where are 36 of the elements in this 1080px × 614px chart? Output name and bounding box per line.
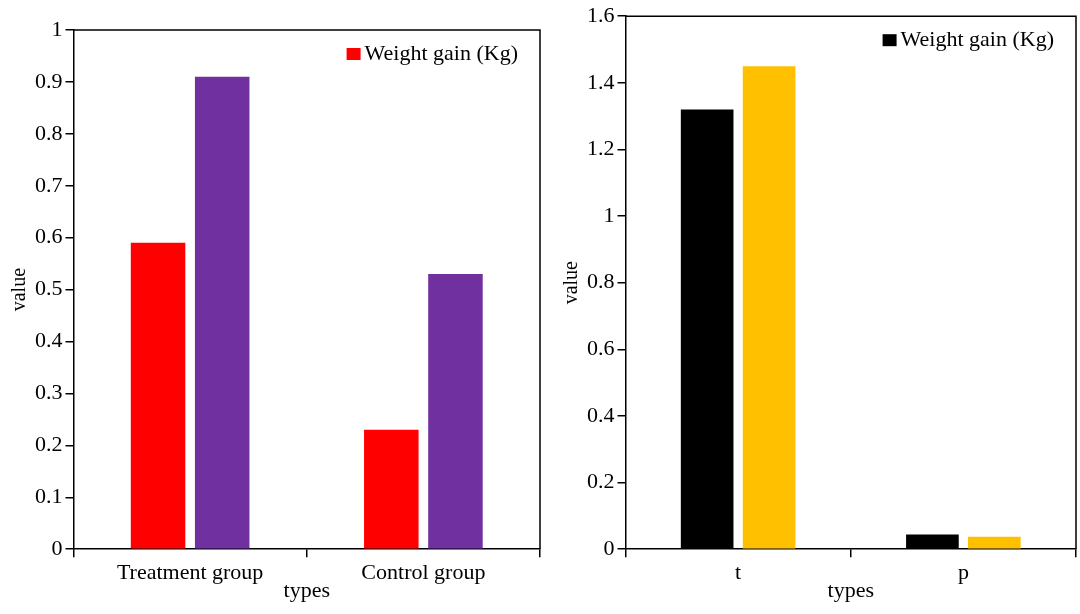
x-tick-label: p bbox=[957, 559, 969, 585]
bar bbox=[130, 242, 186, 549]
y-tick-label: 1.2 bbox=[587, 135, 615, 161]
bar bbox=[742, 66, 796, 549]
y-tick-label: 1.4 bbox=[587, 68, 615, 94]
legend-label: Weight gain (Kg) bbox=[900, 25, 1055, 51]
y-tick-label: 0.3 bbox=[35, 379, 63, 405]
y-tick-label: 0.8 bbox=[35, 119, 63, 145]
y-tick-label: 0.2 bbox=[35, 431, 63, 457]
y-axis-title: value bbox=[7, 267, 30, 312]
y-tick-label: 0.8 bbox=[587, 268, 615, 294]
x-tick-label: Treatment group bbox=[116, 559, 264, 585]
x-axis-title: types bbox=[827, 576, 874, 602]
y-tick-label: 1 bbox=[603, 201, 615, 227]
y-axis-title: value bbox=[559, 260, 582, 305]
y-tick-label: 0.2 bbox=[587, 468, 615, 494]
y-tick-label: 0.4 bbox=[35, 327, 63, 353]
y-tick-label: 0 bbox=[51, 534, 63, 560]
y-tick-label: 0.6 bbox=[587, 335, 615, 361]
y-tick-label: 0.7 bbox=[35, 171, 63, 197]
bar bbox=[428, 274, 483, 549]
x-tick-label: t bbox=[735, 559, 742, 585]
y-tick-label: 0.4 bbox=[587, 401, 615, 427]
y-tick-label: 0.5 bbox=[35, 275, 63, 301]
bar bbox=[194, 76, 250, 549]
y-tick-label: 1.6 bbox=[587, 1, 615, 27]
y-tick-label: 0.9 bbox=[35, 67, 63, 93]
y-tick-label: 0.6 bbox=[35, 223, 63, 249]
x-tick-label: Control group bbox=[361, 559, 486, 585]
y-tick-label: 0.1 bbox=[35, 483, 63, 509]
y-tick-label: 1 bbox=[51, 15, 63, 41]
x-axis-title: types bbox=[283, 576, 330, 602]
legend-label: Weight gain (Kg) bbox=[364, 39, 519, 65]
y-tick-label: 0 bbox=[603, 534, 615, 560]
bar bbox=[968, 536, 1021, 549]
bar bbox=[364, 429, 419, 549]
